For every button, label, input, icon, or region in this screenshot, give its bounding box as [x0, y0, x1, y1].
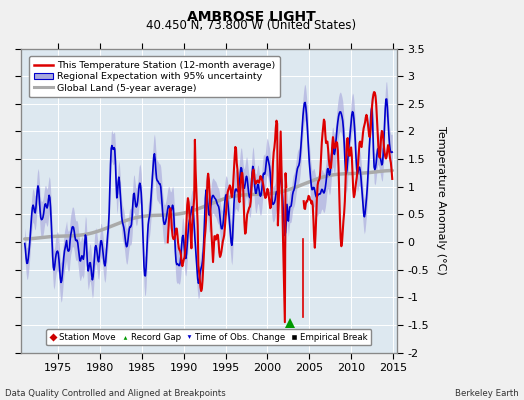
- Text: 40.450 N, 73.800 W (United States): 40.450 N, 73.800 W (United States): [146, 19, 357, 32]
- Text: Berkeley Earth: Berkeley Earth: [455, 389, 519, 398]
- Text: AMBROSE LIGHT: AMBROSE LIGHT: [187, 10, 316, 24]
- Y-axis label: Temperature Anomaly (°C): Temperature Anomaly (°C): [436, 126, 446, 275]
- Legend: Station Move, Record Gap, Time of Obs. Change, Empirical Break: Station Move, Record Gap, Time of Obs. C…: [47, 329, 372, 345]
- Text: Data Quality Controlled and Aligned at Breakpoints: Data Quality Controlled and Aligned at B…: [5, 389, 226, 398]
